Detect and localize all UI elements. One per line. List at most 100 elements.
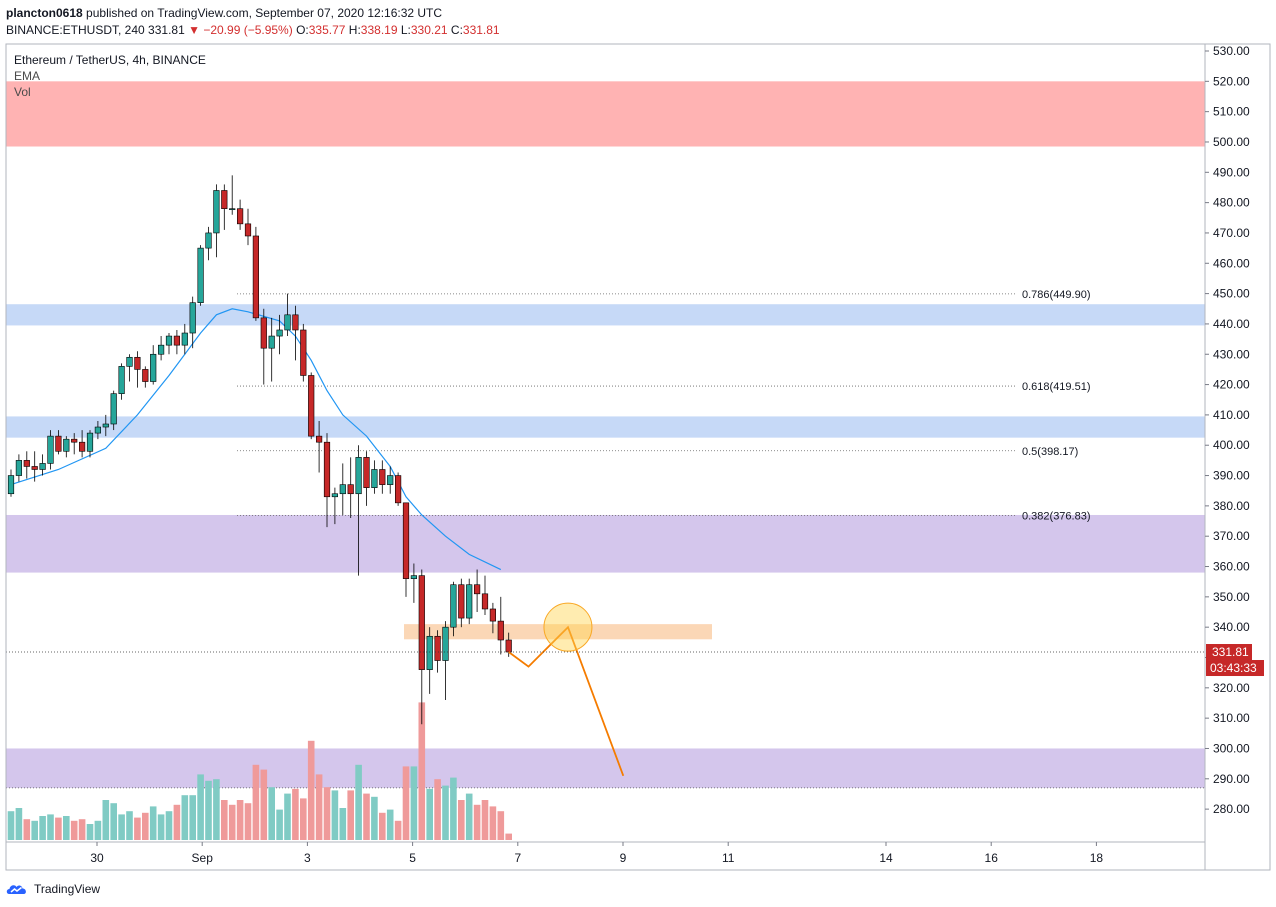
- candle-down: [71, 438, 78, 443]
- volume-bar: [300, 798, 307, 840]
- candle-down: [300, 329, 307, 376]
- volume-bar: [363, 793, 370, 840]
- volume-bar: [118, 814, 125, 840]
- zone-purple-3: [6, 514, 1205, 573]
- volume-bar: [189, 795, 196, 840]
- candle-up: [126, 356, 133, 367]
- volume-bar: [149, 806, 157, 840]
- candle-up: [7, 475, 15, 495]
- y-tick-label: 400.00: [1213, 438, 1250, 452]
- candle-down: [434, 635, 441, 661]
- volume-bar: [213, 779, 220, 840]
- price-change: −20.99 (−5.95%): [203, 23, 293, 37]
- volume-bar: [331, 790, 339, 840]
- symbol-line: BINANCE:ETHUSDT, 240: [6, 23, 145, 37]
- volume-bar: [418, 702, 426, 840]
- volume-bar: [102, 800, 110, 840]
- candle-up: [15, 460, 23, 476]
- volume-bar: [339, 808, 347, 840]
- candle-up: [165, 335, 173, 346]
- tradingview-cloud-icon: [6, 885, 26, 894]
- candle-down: [244, 223, 252, 237]
- y-tick-label: 480.00: [1213, 196, 1250, 210]
- volume-bar: [94, 820, 102, 840]
- candle-up: [410, 575, 418, 579]
- volume-bar: [39, 816, 46, 840]
- volume-bar: [489, 806, 497, 840]
- open-value: 335.77: [308, 23, 346, 37]
- footer-brand[interactable]: TradingView: [6, 879, 100, 899]
- candle-up: [450, 584, 457, 628]
- volume-bar: [110, 803, 117, 840]
- volume-bar: [386, 809, 394, 840]
- low-value: 330.21: [410, 23, 448, 37]
- y-tick-label: 300.00: [1213, 741, 1250, 755]
- volume-bar: [497, 811, 505, 840]
- volume-bar: [284, 793, 291, 840]
- legend-vol[interactable]: Vol: [14, 85, 31, 99]
- chart-legend: Ethereum / TetherUS, 4h, BINANCE EMA Vol: [14, 52, 206, 100]
- volume-bar: [505, 833, 512, 840]
- fib-level-label-0: 0.786(449.90): [1022, 289, 1091, 301]
- volume-bar: [402, 766, 410, 840]
- volume-bar: [7, 811, 15, 840]
- candle-down: [473, 584, 481, 595]
- close-value: 331.81: [462, 23, 500, 37]
- candle-up: [229, 208, 236, 210]
- legend-symbol-title[interactable]: Ethereum / TetherUS, 4h, BINANCE: [14, 53, 206, 67]
- y-tick-label: 280.00: [1213, 802, 1250, 816]
- y-tick-label: 500.00: [1213, 135, 1250, 149]
- candle-down: [221, 190, 228, 209]
- y-tick-label: 530.00: [1213, 44, 1250, 58]
- volume-bar: [142, 812, 149, 840]
- candle-down: [315, 435, 323, 443]
- volume-bar: [205, 780, 212, 840]
- candle-down: [489, 608, 497, 622]
- volume-bar: [465, 793, 473, 840]
- volume-bar: [315, 774, 323, 840]
- candle-down: [292, 314, 299, 331]
- zone-purple-4: [6, 748, 1205, 788]
- candle-down: [497, 620, 504, 641]
- candle-down: [252, 235, 260, 319]
- volume-bar: [126, 811, 133, 840]
- candle-up: [150, 353, 157, 382]
- y-tick-label: 490.00: [1213, 165, 1250, 179]
- legend-ema[interactable]: EMA: [14, 69, 41, 83]
- volume-bar: [276, 809, 283, 840]
- x-tick-label: 5: [409, 851, 416, 865]
- publisher-name[interactable]: plancton0618: [6, 6, 83, 20]
- candle-down: [173, 335, 181, 346]
- fib-level-label-3: 0.382(376.83): [1022, 510, 1091, 522]
- candle-down: [237, 208, 244, 225]
- fib-level-label-2: 0.5(398.17): [1022, 446, 1078, 458]
- publication-line: plancton0618 published on TradingView.co…: [6, 5, 500, 21]
- plot-area: [6, 44, 1205, 842]
- volume-bar: [221, 800, 228, 840]
- y-tick-label: 520.00: [1213, 74, 1250, 88]
- volume-bar: [410, 766, 418, 840]
- last-price-badge-text: 331.81: [1212, 645, 1249, 659]
- candle-up: [118, 366, 125, 394]
- candle-down: [418, 575, 425, 670]
- candle-down: [323, 441, 331, 498]
- publication-header: plancton0618 published on TradingView.co…: [6, 5, 500, 38]
- candle-up: [331, 493, 339, 498]
- volume-bar: [379, 812, 386, 840]
- y-tick-label: 410.00: [1213, 408, 1250, 422]
- volume-bar: [323, 787, 331, 840]
- candle-up: [442, 626, 449, 661]
- y-tick-label: 420.00: [1213, 378, 1250, 392]
- candle-up: [94, 426, 101, 434]
- x-tick-label: 3: [304, 851, 311, 865]
- candle-up: [63, 438, 70, 452]
- y-tick-label: 440.00: [1213, 317, 1250, 331]
- volume-bar: [228, 804, 236, 840]
- candle-up: [213, 190, 220, 234]
- y-tick-label: 380.00: [1213, 499, 1250, 513]
- volume-bar: [473, 804, 481, 840]
- candle-up: [158, 344, 165, 355]
- volume-bar: [252, 764, 260, 840]
- y-tick-label: 340.00: [1213, 620, 1250, 634]
